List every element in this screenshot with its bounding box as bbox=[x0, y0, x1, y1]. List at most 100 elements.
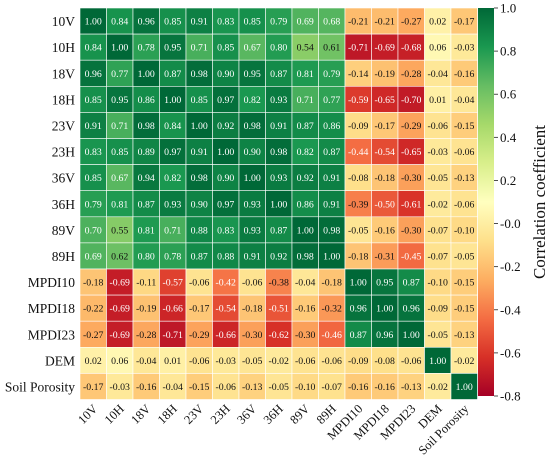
cell-value-label: 0.87 bbox=[323, 147, 340, 158]
cell-value-label: 0.02 bbox=[85, 356, 102, 367]
cell-value-label: 0.86 bbox=[297, 199, 314, 210]
colorbar-tick-label: 1.0 bbox=[500, 1, 516, 16]
cell-value-label: -0.03 bbox=[216, 356, 237, 367]
heatmap-cell bbox=[371, 268, 399, 296]
heatmap-cell bbox=[265, 190, 293, 218]
cell-value-label: 0.06 bbox=[429, 43, 446, 54]
heatmap-cell bbox=[132, 33, 160, 61]
cell-value-label: -0.30 bbox=[295, 330, 316, 341]
cell-value-label: 0.71 bbox=[297, 95, 314, 106]
cell-value-label: 0.96 bbox=[350, 304, 367, 315]
cell-value-label: -0.15 bbox=[454, 304, 475, 315]
cell-value-label: 0.87 bbox=[350, 330, 367, 341]
row-label: 89H bbox=[52, 249, 76, 264]
heatmap-cell bbox=[344, 190, 372, 218]
cell-value-label: 0.79 bbox=[270, 17, 287, 28]
heatmap-cell bbox=[344, 294, 372, 322]
heatmap-cell bbox=[238, 112, 266, 139]
cell-value-label: -0.03 bbox=[428, 147, 449, 158]
heatmap-cell bbox=[159, 373, 187, 400]
cell-value-label: 0.62 bbox=[111, 251, 128, 262]
cell-value-label: 0.78 bbox=[138, 43, 155, 54]
cell-value-label: -0.54 bbox=[375, 147, 396, 158]
cell-value-label: -0.65 bbox=[375, 95, 396, 106]
cell-value-label: -0.06 bbox=[322, 356, 343, 367]
cell-value-label: -0.13 bbox=[401, 382, 422, 393]
cell-value-label: -0.29 bbox=[401, 121, 422, 132]
cell-value-label: 0.98 bbox=[270, 147, 287, 158]
column-label: 36H bbox=[261, 402, 286, 427]
colorbar-tick-label: 0.8 bbox=[500, 44, 516, 59]
column-label: 36V bbox=[234, 402, 259, 427]
heatmap-cell bbox=[371, 59, 399, 87]
cell-value-label: -0.18 bbox=[83, 278, 104, 289]
heatmap-cell bbox=[450, 164, 478, 192]
cell-value-label: 0.87 bbox=[270, 225, 287, 236]
cell-value-label: -0.05 bbox=[348, 225, 369, 236]
heatmap-cell bbox=[397, 346, 425, 374]
cell-value-label: 1.00 bbox=[164, 95, 181, 106]
cell-value-label: -0.16 bbox=[454, 69, 475, 80]
colorbar-tick-label: 0.6 bbox=[500, 87, 517, 102]
heatmap-cell bbox=[212, 268, 240, 296]
heatmap-cell bbox=[212, 33, 240, 61]
cell-value-label: 1.00 bbox=[297, 225, 314, 236]
cell-value-label: -0.69 bbox=[110, 304, 131, 315]
heatmap-cell bbox=[238, 138, 266, 165]
cell-value-label: -0.14 bbox=[348, 69, 369, 80]
cell-value-label: 0.98 bbox=[191, 69, 208, 80]
cell-value-label: -0.30 bbox=[242, 330, 263, 341]
cell-value-label: 0.96 bbox=[138, 17, 155, 28]
cell-value-label: -0.06 bbox=[454, 147, 475, 158]
cell-value-label: 0.86 bbox=[323, 121, 340, 132]
heatmap-cell bbox=[265, 7, 293, 35]
cell-value-label: 0.87 bbox=[297, 121, 314, 132]
cell-value-label: 0.93 bbox=[244, 199, 261, 210]
heatmap-cell bbox=[106, 190, 134, 218]
heatmap-cell bbox=[291, 320, 319, 348]
cell-value-label: 0.91 bbox=[85, 121, 102, 132]
cell-value-label: -0.13 bbox=[242, 382, 263, 393]
colorbar-tick-label: -0.6 bbox=[500, 345, 521, 360]
cell-value-label: -0.32 bbox=[322, 304, 343, 315]
heatmap-cell bbox=[397, 242, 425, 270]
heatmap-cell bbox=[79, 320, 107, 348]
cell-value-label: -0.17 bbox=[375, 121, 396, 132]
heatmap-cell bbox=[238, 59, 266, 87]
heatmap-cell bbox=[238, 190, 266, 218]
cell-value-label: -0.18 bbox=[322, 278, 343, 289]
row-label: 10H bbox=[52, 40, 76, 55]
heatmap-cell bbox=[450, 190, 478, 218]
heatmap-cell bbox=[212, 138, 240, 165]
cell-value-label: 0.96 bbox=[403, 304, 420, 315]
cell-value-label: -0.16 bbox=[295, 304, 316, 315]
cell-value-label: 1.00 bbox=[456, 382, 473, 393]
row-label: 36H bbox=[52, 197, 76, 212]
cell-value-label: 0.01 bbox=[164, 356, 181, 367]
cell-value-label: 1.00 bbox=[376, 304, 393, 315]
cell-value-label: -0.06 bbox=[216, 382, 237, 393]
cell-value-label: -0.10 bbox=[295, 382, 316, 393]
cell-value-label: 0.93 bbox=[270, 95, 287, 106]
heatmap-cell bbox=[265, 112, 293, 139]
heatmap-cell bbox=[344, 268, 372, 296]
cell-value-label: 0.90 bbox=[217, 173, 234, 184]
row-label: 18V bbox=[52, 66, 76, 81]
heatmap-cell bbox=[265, 294, 293, 322]
cell-value-label: -0.21 bbox=[375, 17, 396, 28]
cell-value-label: -0.06 bbox=[242, 278, 263, 289]
heatmap-cell bbox=[159, 112, 187, 139]
column-label: 89V bbox=[287, 402, 312, 427]
cell-value-label: -0.28 bbox=[401, 69, 422, 80]
cell-value-label: 0.79 bbox=[85, 199, 102, 210]
heatmap-cell bbox=[159, 138, 187, 165]
cell-value-label: 0.77 bbox=[323, 95, 340, 106]
heatmap-cell bbox=[185, 190, 213, 218]
cell-value-label: -0.30 bbox=[401, 225, 422, 236]
heatmap-cell bbox=[132, 138, 160, 165]
heatmap-cell bbox=[424, 112, 452, 139]
heatmap-cell bbox=[397, 112, 425, 139]
cell-value-label: -0.15 bbox=[454, 121, 475, 132]
cell-value-label: 0.67 bbox=[111, 173, 128, 184]
